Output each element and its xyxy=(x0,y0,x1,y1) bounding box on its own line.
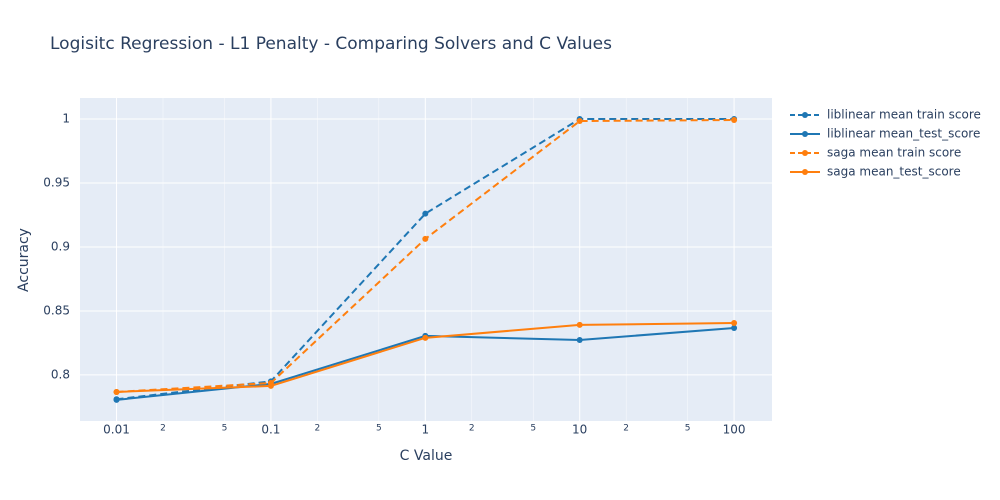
x-tick-label: 10 xyxy=(572,423,587,437)
x-tick-label: 100 xyxy=(723,423,746,437)
point xyxy=(576,118,583,125)
plot-area xyxy=(80,98,772,421)
point xyxy=(731,324,738,331)
point xyxy=(422,210,429,217)
x-tick-label: 5 xyxy=(376,424,382,434)
x-tick-label: 0.1 xyxy=(261,423,280,437)
x-axis-label: C Value xyxy=(400,448,453,464)
y-tick-label: 0.95 xyxy=(43,175,70,189)
legend-marker xyxy=(802,131,808,137)
chart-title: Logisitc Regression - L1 Penalty - Compa… xyxy=(50,34,612,54)
legend-label: saga mean_test_score xyxy=(827,165,961,179)
y-tick-label: 1 xyxy=(62,111,70,125)
x-tick-label: 2 xyxy=(160,424,166,434)
x-tick-label: 5 xyxy=(685,424,691,434)
point xyxy=(422,235,429,242)
x-tick-label: 2 xyxy=(623,424,629,434)
point xyxy=(113,388,120,395)
x-tick-label: 1 xyxy=(421,423,429,437)
legend-label: liblinear mean train score xyxy=(827,108,981,122)
x-tick-label: 2 xyxy=(469,424,475,434)
grid xyxy=(80,98,772,421)
point xyxy=(731,117,738,124)
point xyxy=(267,382,274,389)
legend-label: liblinear mean_test_score xyxy=(827,127,980,141)
point xyxy=(576,321,583,328)
y-tick-label: 0.9 xyxy=(51,239,70,253)
legend-marker xyxy=(802,169,808,175)
y-axis-label: Accuracy xyxy=(16,228,32,292)
point xyxy=(422,334,429,341)
x-tick-label: 2 xyxy=(315,424,321,434)
legend-marker xyxy=(802,150,808,156)
x-tick-label: 0.01 xyxy=(103,423,130,437)
point xyxy=(113,396,120,403)
legend-marker xyxy=(802,112,808,118)
y-tick-label: 0.8 xyxy=(51,367,70,381)
point xyxy=(731,319,738,326)
legend-label: saga mean train score xyxy=(827,146,961,160)
x-tick-label: 5 xyxy=(530,424,536,434)
y-tick-label: 0.85 xyxy=(43,303,70,317)
point xyxy=(576,336,583,343)
x-tick-label: 5 xyxy=(222,424,228,434)
